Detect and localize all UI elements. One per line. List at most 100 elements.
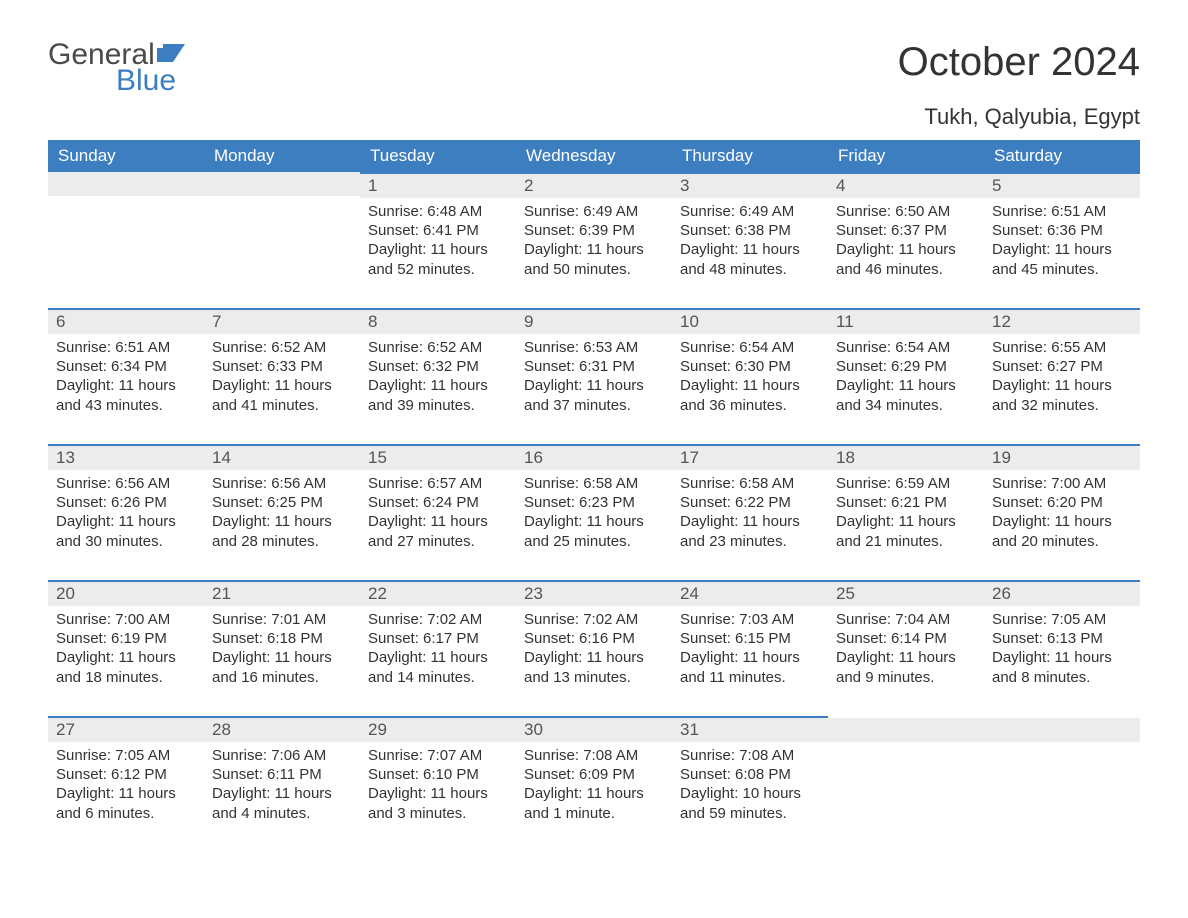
sunset-text: Sunset: 6:25 PM <box>212 493 352 512</box>
calendar-cell <box>984 716 1140 852</box>
sunrise-text: Sunrise: 6:59 AM <box>836 474 976 493</box>
sunset-text: Sunset: 6:26 PM <box>56 493 196 512</box>
calendar-cell: 24Sunrise: 7:03 AMSunset: 6:15 PMDayligh… <box>672 580 828 716</box>
day-number: 13 <box>48 444 204 470</box>
sunset-text: Sunset: 6:16 PM <box>524 629 664 648</box>
sunset-text: Sunset: 6:09 PM <box>524 765 664 784</box>
calendar-cell: 8Sunrise: 6:52 AMSunset: 6:32 PMDaylight… <box>360 308 516 444</box>
calendar-row: 6Sunrise: 6:51 AMSunset: 6:34 PMDaylight… <box>48 308 1140 444</box>
weekday-header: Wednesday <box>516 140 672 172</box>
sunset-text: Sunset: 6:36 PM <box>992 221 1132 240</box>
calendar-cell: 21Sunrise: 7:01 AMSunset: 6:18 PMDayligh… <box>204 580 360 716</box>
calendar-row: 13Sunrise: 6:56 AMSunset: 6:26 PMDayligh… <box>48 444 1140 580</box>
sunset-text: Sunset: 6:41 PM <box>368 221 508 240</box>
sunrise-text: Sunrise: 6:57 AM <box>368 474 508 493</box>
sunrise-text: Sunrise: 7:05 AM <box>992 610 1132 629</box>
sunrise-text: Sunrise: 6:49 AM <box>680 202 820 221</box>
location-label: Tukh, Qalyubia, Egypt <box>48 104 1140 130</box>
daylight-text: Daylight: 11 hours and 45 minutes. <box>992 240 1132 278</box>
day-number: 2 <box>516 172 672 198</box>
daylight-text: Daylight: 11 hours and 32 minutes. <box>992 376 1132 414</box>
day-number: 20 <box>48 580 204 606</box>
daylight-text: Daylight: 11 hours and 20 minutes. <box>992 512 1132 550</box>
day-number: 26 <box>984 580 1140 606</box>
day-number: 10 <box>672 308 828 334</box>
sunset-text: Sunset: 6:29 PM <box>836 357 976 376</box>
calendar-body: 1Sunrise: 6:48 AMSunset: 6:41 PMDaylight… <box>48 172 1140 852</box>
daylight-text: Daylight: 11 hours and 36 minutes. <box>680 376 820 414</box>
sunset-text: Sunset: 6:11 PM <box>212 765 352 784</box>
sunrise-text: Sunrise: 6:48 AM <box>368 202 508 221</box>
day-details: Sunrise: 7:01 AMSunset: 6:18 PMDaylight:… <box>204 606 360 697</box>
day-details: Sunrise: 6:56 AMSunset: 6:25 PMDaylight:… <box>204 470 360 561</box>
sunset-text: Sunset: 6:24 PM <box>368 493 508 512</box>
day-details: Sunrise: 6:51 AMSunset: 6:36 PMDaylight:… <box>984 198 1140 289</box>
daylight-text: Daylight: 11 hours and 48 minutes. <box>680 240 820 278</box>
day-number: 29 <box>360 716 516 742</box>
day-details: Sunrise: 6:55 AMSunset: 6:27 PMDaylight:… <box>984 334 1140 425</box>
sunrise-text: Sunrise: 7:08 AM <box>680 746 820 765</box>
day-number: 25 <box>828 580 984 606</box>
sunrise-text: Sunrise: 6:53 AM <box>524 338 664 357</box>
empty-day-number <box>48 172 204 196</box>
calendar-row: 1Sunrise: 6:48 AMSunset: 6:41 PMDaylight… <box>48 172 1140 308</box>
sunset-text: Sunset: 6:37 PM <box>836 221 976 240</box>
sunrise-text: Sunrise: 6:52 AM <box>368 338 508 357</box>
day-details: Sunrise: 7:08 AMSunset: 6:08 PMDaylight:… <box>672 742 828 833</box>
sunset-text: Sunset: 6:08 PM <box>680 765 820 784</box>
calendar-cell: 6Sunrise: 6:51 AMSunset: 6:34 PMDaylight… <box>48 308 204 444</box>
sunrise-text: Sunrise: 7:06 AM <box>212 746 352 765</box>
day-number: 5 <box>984 172 1140 198</box>
day-number: 9 <box>516 308 672 334</box>
sunrise-text: Sunrise: 7:00 AM <box>992 474 1132 493</box>
sunrise-text: Sunrise: 6:55 AM <box>992 338 1132 357</box>
day-details: Sunrise: 6:59 AMSunset: 6:21 PMDaylight:… <box>828 470 984 561</box>
calendar-cell: 13Sunrise: 6:56 AMSunset: 6:26 PMDayligh… <box>48 444 204 580</box>
day-details: Sunrise: 7:07 AMSunset: 6:10 PMDaylight:… <box>360 742 516 833</box>
day-number: 15 <box>360 444 516 470</box>
calendar-cell: 27Sunrise: 7:05 AMSunset: 6:12 PMDayligh… <box>48 716 204 852</box>
calendar-row: 27Sunrise: 7:05 AMSunset: 6:12 PMDayligh… <box>48 716 1140 852</box>
calendar-cell: 12Sunrise: 6:55 AMSunset: 6:27 PMDayligh… <box>984 308 1140 444</box>
sunset-text: Sunset: 6:13 PM <box>992 629 1132 648</box>
sunrise-text: Sunrise: 6:58 AM <box>680 474 820 493</box>
calendar-cell: 1Sunrise: 6:48 AMSunset: 6:41 PMDaylight… <box>360 172 516 308</box>
sunset-text: Sunset: 6:14 PM <box>836 629 976 648</box>
day-details: Sunrise: 6:57 AMSunset: 6:24 PMDaylight:… <box>360 470 516 561</box>
day-details: Sunrise: 6:51 AMSunset: 6:34 PMDaylight:… <box>48 334 204 425</box>
calendar-cell: 10Sunrise: 6:54 AMSunset: 6:30 PMDayligh… <box>672 308 828 444</box>
day-number: 30 <box>516 716 672 742</box>
day-number: 18 <box>828 444 984 470</box>
calendar-cell: 11Sunrise: 6:54 AMSunset: 6:29 PMDayligh… <box>828 308 984 444</box>
daylight-text: Daylight: 11 hours and 34 minutes. <box>836 376 976 414</box>
daylight-text: Daylight: 11 hours and 50 minutes. <box>524 240 664 278</box>
calendar-cell <box>828 716 984 852</box>
day-details: Sunrise: 7:02 AMSunset: 6:16 PMDaylight:… <box>516 606 672 697</box>
empty-day-body <box>984 742 1140 756</box>
weekday-header: Sunday <box>48 140 204 172</box>
day-details: Sunrise: 6:54 AMSunset: 6:29 PMDaylight:… <box>828 334 984 425</box>
daylight-text: Daylight: 11 hours and 6 minutes. <box>56 784 196 822</box>
calendar-cell: 17Sunrise: 6:58 AMSunset: 6:22 PMDayligh… <box>672 444 828 580</box>
daylight-text: Daylight: 11 hours and 13 minutes. <box>524 648 664 686</box>
calendar-cell: 23Sunrise: 7:02 AMSunset: 6:16 PMDayligh… <box>516 580 672 716</box>
calendar-cell: 31Sunrise: 7:08 AMSunset: 6:08 PMDayligh… <box>672 716 828 852</box>
daylight-text: Daylight: 11 hours and 27 minutes. <box>368 512 508 550</box>
calendar-cell: 9Sunrise: 6:53 AMSunset: 6:31 PMDaylight… <box>516 308 672 444</box>
calendar-cell: 22Sunrise: 7:02 AMSunset: 6:17 PMDayligh… <box>360 580 516 716</box>
day-number: 3 <box>672 172 828 198</box>
sunrise-text: Sunrise: 6:51 AM <box>56 338 196 357</box>
sunrise-text: Sunrise: 7:08 AM <box>524 746 664 765</box>
calendar-cell: 30Sunrise: 7:08 AMSunset: 6:09 PMDayligh… <box>516 716 672 852</box>
day-details: Sunrise: 6:53 AMSunset: 6:31 PMDaylight:… <box>516 334 672 425</box>
weekday-header: Saturday <box>984 140 1140 172</box>
calendar-cell: 19Sunrise: 7:00 AMSunset: 6:20 PMDayligh… <box>984 444 1140 580</box>
weekday-header-row: SundayMondayTuesdayWednesdayThursdayFrid… <box>48 140 1140 172</box>
sunrise-text: Sunrise: 7:03 AM <box>680 610 820 629</box>
title-block: October 2024 <box>898 40 1140 85</box>
day-number: 24 <box>672 580 828 606</box>
header: General Blue October 2024 <box>48 40 1140 96</box>
weekday-header: Monday <box>204 140 360 172</box>
day-details: Sunrise: 6:49 AMSunset: 6:39 PMDaylight:… <box>516 198 672 289</box>
sunset-text: Sunset: 6:32 PM <box>368 357 508 376</box>
